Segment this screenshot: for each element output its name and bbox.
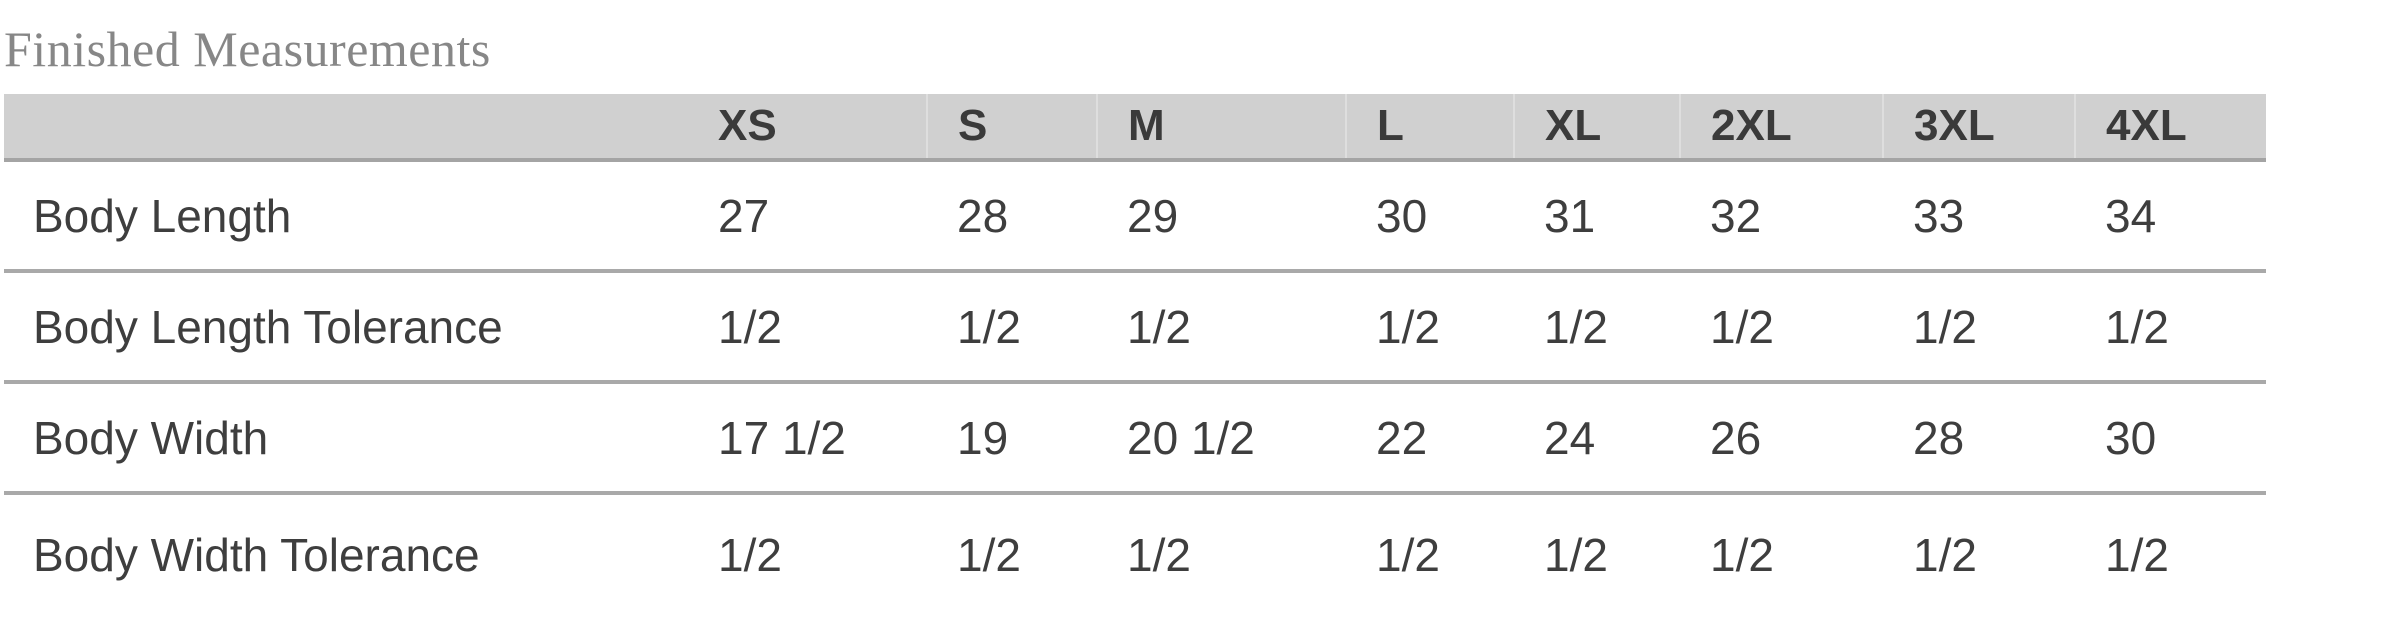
row-label: Body Width Tolerance — [33, 528, 480, 581]
table-cell: 32 — [1680, 160, 1883, 273]
column-header-m: M — [1096, 94, 1346, 162]
table-cell: 17 1/2 — [688, 382, 927, 495]
table-cell: 28 — [927, 160, 1097, 273]
table-cell: 1/2 — [957, 528, 1021, 581]
column-header-xs: XS — [688, 94, 927, 162]
finished-measurements-table: XS S M L XL 2XL 3XL 4XL Body Length 27 2… — [4, 94, 2266, 614]
table-cell: 1/2 — [1913, 528, 1977, 581]
table-row-body-length: Body Length 27 28 29 30 31 32 33 34 — [4, 160, 2266, 273]
table-row-body-length-tolerance: Body Length Tolerance 1/2 1/2 1/2 1/2 1/… — [4, 271, 2266, 384]
table-cell: 1/2 — [927, 271, 1097, 384]
table-cell: 31 — [1514, 160, 1680, 273]
table-cell: 1/2 — [1680, 271, 1883, 384]
table-cell: 1/2 — [2075, 271, 2266, 384]
table-cell: 19 — [927, 382, 1097, 495]
row-label: Body Width — [4, 382, 688, 495]
column-header-4xl: 4XL — [2074, 94, 2266, 162]
page-title: Finished Measurements — [4, 21, 491, 77]
table-cell: 24 — [1514, 382, 1680, 495]
table-cell: 30 — [2075, 382, 2266, 495]
table-cell: 22 — [1346, 382, 1514, 495]
page: { "title": "Finished Measurements", "cha… — [0, 22, 2383, 637]
column-header-s: S — [926, 94, 1097, 162]
table-cell: 30 — [1346, 160, 1514, 273]
table-cell: 1/2 — [1883, 271, 2075, 384]
table-cell: 1/2 — [688, 271, 927, 384]
table-cell: 29 — [1097, 160, 1346, 273]
table-cell: 1/2 — [1376, 528, 1440, 581]
column-header-blank — [4, 94, 688, 162]
header-row: XS S M L XL 2XL 3XL 4XL — [4, 94, 2266, 162]
table-header: XS S M L XL 2XL 3XL 4XL — [4, 94, 2266, 162]
table-row-body-width: Body Width 17 1/2 19 20 1/2 22 24 26 28 … — [4, 382, 2266, 495]
column-header-3xl: 3XL — [1882, 94, 2075, 162]
table-cell: 20 1/2 — [1097, 382, 1346, 495]
column-header-2xl: 2XL — [1679, 94, 1883, 162]
table-cell: 1/2 — [1710, 528, 1774, 581]
table-cell: 26 — [1680, 382, 1883, 495]
table-cell: 1/2 — [718, 528, 782, 581]
table-cell: 1/2 — [1544, 528, 1608, 581]
table-cell: 1/2 — [1127, 528, 1191, 581]
table-cell: 1/2 — [1514, 271, 1680, 384]
table-cell: 1/2 — [2105, 528, 2169, 581]
row-label: Body Length — [4, 160, 688, 273]
table-cell: 27 — [688, 160, 927, 273]
column-header-xl: XL — [1513, 94, 1680, 162]
table-cell: 33 — [1883, 160, 2075, 273]
table-row-body-width-tolerance: Body Width Tolerance 1/2 1/2 1/2 1/2 1/2… — [4, 493, 2266, 614]
table-body: Body Length 27 28 29 30 31 32 33 34 Body… — [4, 160, 2266, 614]
table-cell: 28 — [1883, 382, 2075, 495]
row-label: Body Length Tolerance — [4, 271, 688, 384]
table-cell: 34 — [2075, 160, 2266, 273]
column-header-l: L — [1345, 94, 1514, 162]
table-cell: 1/2 — [1097, 271, 1346, 384]
table-cell: 1/2 — [1346, 271, 1514, 384]
